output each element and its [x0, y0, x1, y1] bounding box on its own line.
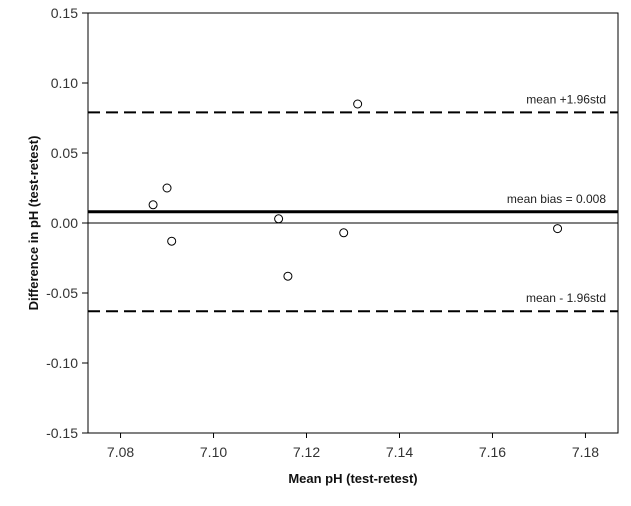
y-axis-title: Difference in pH (test-retest) — [26, 136, 41, 311]
x-tick-label: 7.10 — [200, 444, 227, 460]
y-tick-label: 0.05 — [51, 145, 78, 161]
data-point — [162, 183, 172, 193]
y-tick-label: 0.00 — [51, 215, 78, 231]
reference-lines — [88, 111, 618, 313]
data-point — [167, 236, 177, 246]
data-point — [353, 99, 363, 109]
y-tick-label: -0.15 — [46, 425, 78, 441]
data-point — [148, 200, 158, 210]
x-tick-label: 7.16 — [479, 444, 506, 460]
reference-line-labels: mean +1.96std mean bias = 0.008 mean - 1.9… — [507, 92, 606, 305]
data-point — [339, 228, 349, 238]
x-axis-title: Mean pH (test-retest) — [288, 471, 417, 486]
x-axis-ticks: 7.08 7.10 7.12 7.14 7.16 7.18 — [107, 433, 599, 460]
y-tick-label: -0.10 — [46, 355, 78, 371]
y-axis-ticks: 0.15 0.10 0.05 0.00 -0.05 -0.10 -0.15 — [46, 5, 88, 441]
x-tick-label: 7.12 — [293, 444, 320, 460]
reference-line-label: mean bias = 0.008 — [507, 192, 606, 206]
data-point — [274, 214, 284, 224]
data-point — [283, 271, 293, 281]
x-tick-label: 7.18 — [572, 444, 599, 460]
data-point — [553, 224, 563, 234]
x-tick-label: 7.08 — [107, 444, 134, 460]
y-tick-label: -0.05 — [46, 285, 78, 301]
reference-line-label: mean - 1.96std — [526, 291, 606, 305]
data-points — [148, 99, 563, 281]
reference-line-label: mean +1.96std — [526, 92, 606, 106]
y-tick-label: 0.15 — [51, 5, 78, 21]
x-tick-label: 7.14 — [386, 444, 413, 460]
y-tick-label: 0.10 — [51, 75, 78, 91]
